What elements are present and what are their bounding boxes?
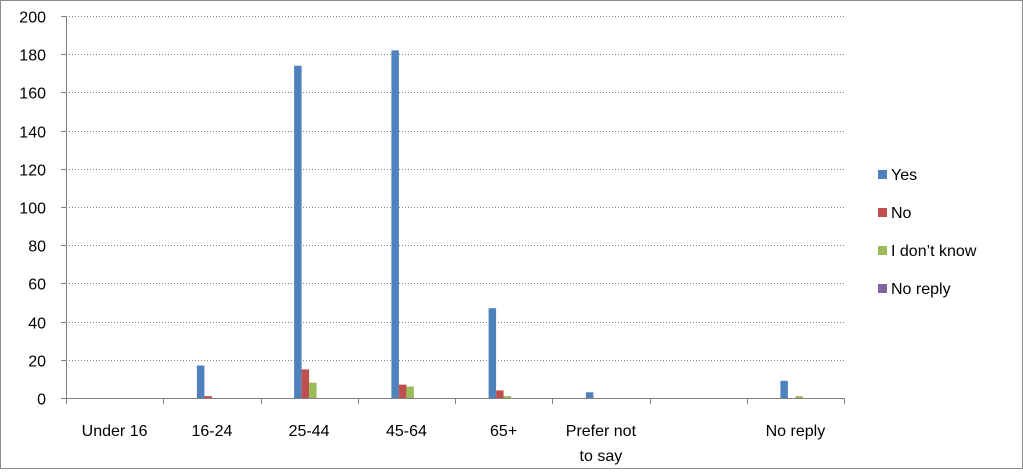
y-tick-label: 160	[19, 86, 46, 103]
bar	[503, 396, 512, 398]
y-tick-label: 200	[19, 10, 46, 27]
bar	[391, 50, 399, 399]
gridlines	[66, 16, 844, 361]
x-tick-label: 25-44	[289, 423, 330, 440]
bar	[780, 380, 788, 398]
y-tick-label: 180	[19, 48, 46, 65]
legend-swatch	[878, 284, 887, 293]
legend-label: No reply	[891, 281, 951, 298]
x-tick-labels: Under 16 16-24 25-44 45-64 65+ Prefer not to s…	[82, 423, 826, 465]
y-tick-label: 120	[19, 163, 46, 180]
legend: Yes No I don’t know No reply	[878, 167, 977, 298]
legend-label: Yes	[891, 167, 917, 184]
x-tick-label: Prefer not	[566, 423, 637, 440]
bar	[294, 65, 302, 398]
x-tick-label: Under 16	[82, 423, 148, 440]
y-tick-label: 40	[28, 316, 46, 333]
bar	[301, 369, 310, 398]
bar	[406, 386, 414, 398]
legend-swatch	[878, 246, 887, 255]
legend-label: I don’t know	[891, 243, 977, 260]
bar	[204, 396, 212, 398]
x-tick-label: 45-64	[386, 423, 427, 440]
y-tick-label: 140	[19, 125, 46, 142]
legend-swatch	[878, 170, 887, 179]
bar	[496, 390, 504, 398]
y-tick-label: 20	[28, 354, 46, 371]
y-tick-labels: 0 20 40 60 80 100 120 140 160 180 200	[19, 10, 46, 409]
bar	[309, 382, 317, 398]
y-tick-label: 100	[19, 201, 46, 218]
bar	[196, 365, 205, 398]
y-tick-label: 80	[28, 239, 46, 256]
legend-label: No	[891, 205, 912, 222]
x-tick-label: to say	[580, 448, 623, 465]
legend-swatch	[878, 208, 887, 217]
bar	[398, 384, 407, 398]
x-tick-label: 16-24	[191, 423, 232, 440]
bar	[488, 308, 497, 398]
axes	[61, 16, 845, 404]
x-tick-label: No reply	[766, 423, 826, 440]
bar	[585, 392, 594, 398]
x-tick-label: 65+	[490, 423, 517, 440]
bars	[196, 50, 803, 399]
y-tick-label: 60	[28, 277, 46, 294]
y-tick-label: 0	[37, 392, 46, 409]
bar	[795, 396, 803, 398]
